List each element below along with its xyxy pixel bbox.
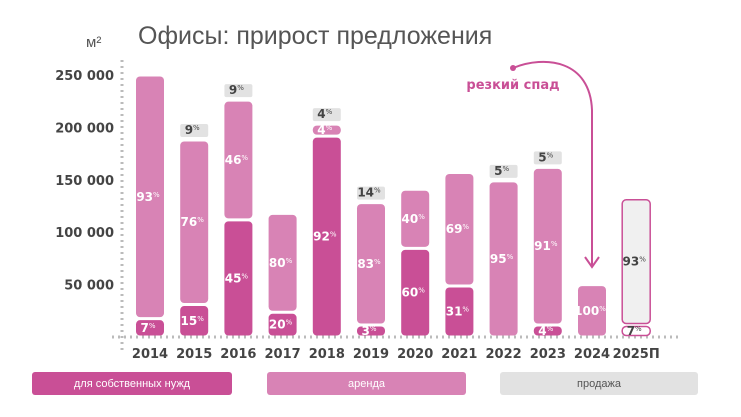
x-tick-label: 2016 (220, 347, 256, 362)
bar-segment-own (312, 137, 341, 336)
data-label-rent: 100% (574, 304, 606, 318)
bar-segment-sale (312, 108, 341, 122)
bar-segment-sale (357, 186, 385, 200)
data-label-rent: 4% (317, 123, 332, 137)
bar-segment-own (533, 326, 562, 336)
bar-segment-own (357, 326, 385, 336)
x-tick-label: 2022 (486, 347, 522, 362)
bar-segment-sale (533, 151, 562, 165)
x-tick-label: 2017 (265, 347, 301, 362)
bar-segment-rent (268, 214, 297, 311)
bar-segment-rent (489, 182, 518, 336)
y-tick-label: 200 000 (55, 121, 114, 136)
bar-segment-rent (136, 76, 164, 318)
bar-segment-rent (357, 204, 385, 324)
bar-segment-own (445, 287, 474, 336)
annotation-arrow (512, 61, 593, 265)
bar-segment-rent (312, 125, 341, 135)
bar-segment-own (224, 221, 253, 336)
data-label-own: 3% (361, 324, 376, 338)
x-tick-label: 2025П (613, 347, 660, 362)
x-tick-label: 2018 (309, 347, 345, 362)
bar-segment-rent (533, 168, 562, 324)
y-tick-label: 250 000 (55, 69, 114, 84)
chart-title: Офисы: прирост предложения (138, 22, 493, 50)
y-tick-label: 100 000 (55, 226, 114, 241)
x-tick-label: 2019 (353, 347, 389, 362)
x-tick-label: 2024 (574, 347, 610, 362)
bar-segment-sale (489, 164, 518, 178)
bar-segment-rent (224, 101, 253, 219)
y-tick-label: 150 000 (55, 174, 114, 189)
x-tick-label: 2015 (176, 347, 212, 362)
legend-sale: продажа (500, 372, 698, 395)
x-tick-label: 2020 (397, 347, 433, 362)
legend-own-needs: для собственных нужд (32, 372, 232, 395)
x-tick-label: 2021 (441, 347, 477, 362)
legend-rent: аренда (267, 372, 466, 395)
arrowhead-icon (584, 256, 600, 269)
y-tick-label: 50 000 (64, 279, 114, 294)
bar-segment-own (268, 313, 297, 336)
bar-segment-sale (224, 84, 253, 98)
x-tick-label: 2023 (530, 347, 566, 362)
bar-segment-own (621, 325, 651, 337)
bar-segment-rent (180, 141, 209, 304)
bar-segment-rent (445, 173, 474, 285)
bar-segment-rent (621, 199, 651, 325)
bar-segment-own (136, 320, 164, 336)
bar-segment-sale (180, 123, 209, 137)
bar-segment-rent (401, 190, 430, 247)
bar-segment-own (180, 306, 209, 336)
bar-segment-own (401, 249, 430, 336)
x-tick-label: 2014 (132, 347, 168, 362)
bar-segment-rent (578, 286, 606, 336)
annotation-text: резкий спад (466, 78, 559, 93)
y-axis-unit: м² (86, 34, 102, 51)
